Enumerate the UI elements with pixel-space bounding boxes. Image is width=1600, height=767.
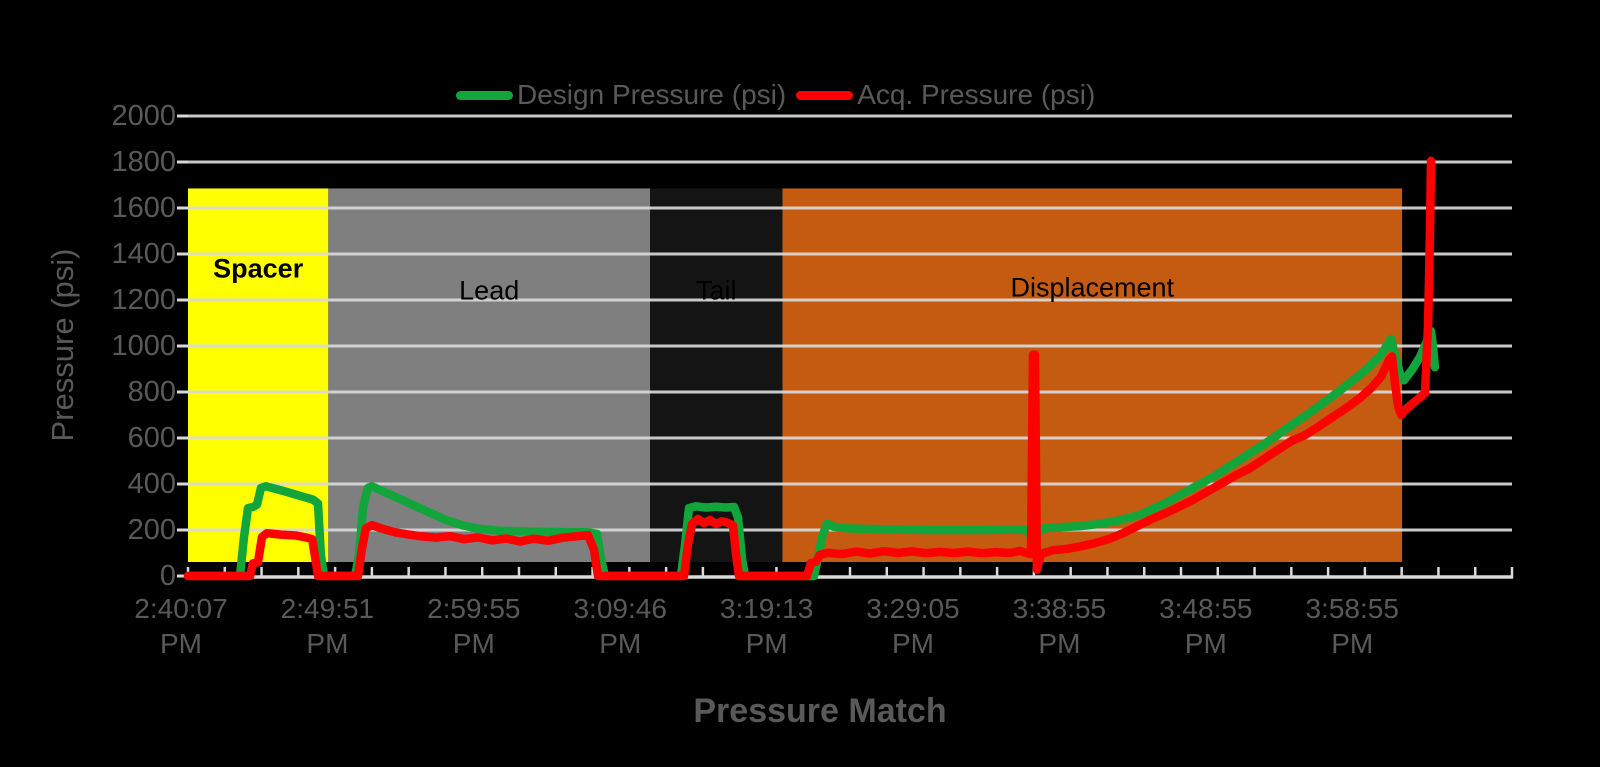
design-series-swatch	[456, 90, 513, 100]
x-tick-label: 3:58:55 PM	[1305, 593, 1399, 659]
y-tick-label: 1800	[111, 146, 176, 178]
acq-series-swatch	[796, 90, 854, 100]
x-tick-label: 2:49:51 PM	[280, 593, 375, 659]
y-tick-label: 1400	[111, 238, 176, 270]
y-tick-label: 800	[127, 376, 176, 408]
region-label-tail: Tail	[696, 275, 737, 306]
region-displacement	[782, 188, 1403, 562]
region-lead	[328, 188, 651, 562]
y-tick-label: 600	[127, 422, 176, 454]
x-tick-label: 3:38:55 PM	[1012, 593, 1107, 659]
legend-item-acq: Acq. Pressure (psi)	[796, 79, 1095, 111]
x-tick-label: 3:29:05 PM	[866, 593, 960, 659]
y-tick-label: 0	[159, 560, 176, 592]
x-tick-label: 2:59:55 PM	[427, 593, 521, 659]
x-tick-label: 3:09:46 PM	[573, 593, 667, 659]
legend-label: Acq. Pressure (psi)	[857, 79, 1096, 110]
legend-item-design: Design Pressure (psi)	[456, 79, 786, 111]
y-tick-label: 1600	[111, 192, 176, 224]
x-tick-label: 3:19:13 PM	[719, 593, 814, 659]
y-tick-label: 200	[127, 514, 176, 546]
region-label-lead: Lead	[459, 275, 520, 306]
legend-label: Design Pressure (psi)	[517, 79, 787, 110]
region-label-displacement: Displacement	[1010, 272, 1175, 303]
y-tick-label: 1200	[111, 284, 176, 316]
x-tick-label: 2:40:07 PM	[134, 593, 228, 659]
y-tick-label: 400	[127, 468, 176, 500]
acq-pressure-line	[183, 156, 1436, 581]
y-tick-label: 2000	[111, 100, 176, 132]
legend: Design Pressure (psi) Acq. Pressure (psi)	[456, 78, 1095, 112]
region-tail	[650, 188, 783, 562]
y-tick-label: 1000	[111, 330, 176, 362]
x-tick-label: 3:48:55 PM	[1159, 593, 1253, 659]
chart-title: Pressure Match	[693, 692, 947, 730]
region-label-spacer: Spacer	[213, 253, 304, 284]
